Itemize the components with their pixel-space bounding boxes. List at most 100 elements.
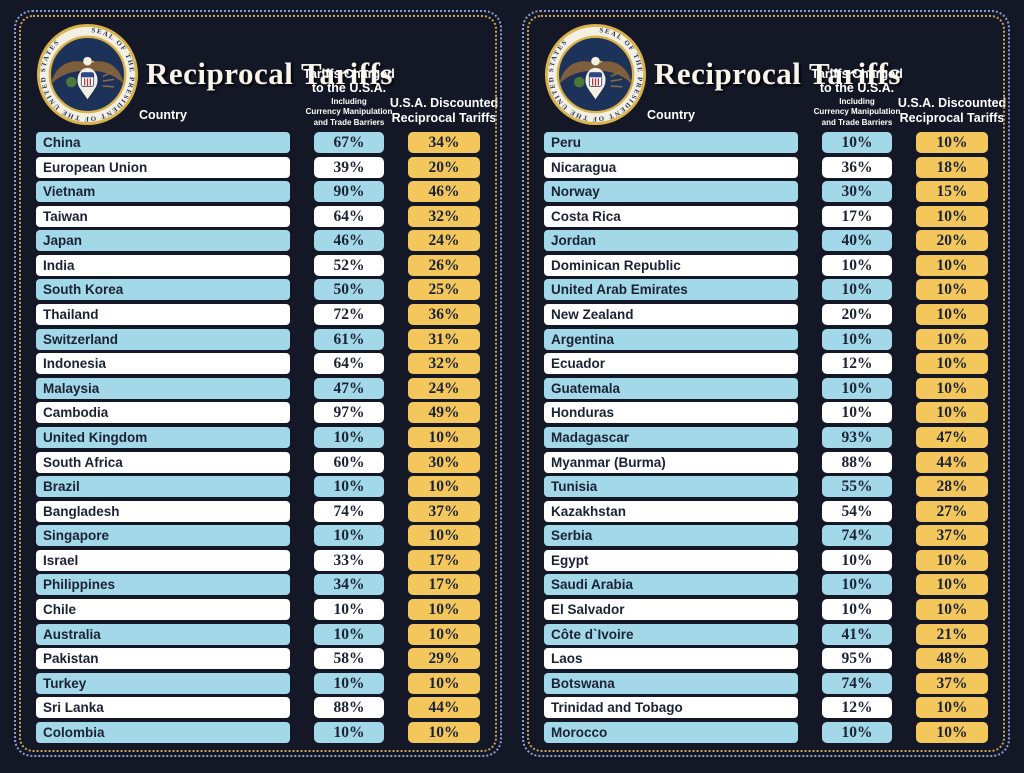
- charged-tariff-cell: 52%: [314, 254, 384, 276]
- charged-tariff-cell: 10%: [822, 377, 892, 399]
- charged-tariff-cell: 36%: [822, 156, 892, 178]
- charged-tariff-cell: 88%: [822, 451, 892, 473]
- country-cell: Indonesia: [36, 353, 290, 375]
- discounted-tariff-cell: 25%: [408, 279, 480, 301]
- charged-header-line2: to the U.S.A.: [311, 81, 387, 96]
- column-header-charged: Tariffs Charged to the U.S.A. Including …: [782, 67, 932, 128]
- country-cell: Israel: [36, 549, 290, 571]
- discounted-tariff-cell: 10%: [916, 254, 988, 276]
- country-cell: India: [36, 254, 290, 276]
- discounted-tariff-cell: 31%: [408, 328, 480, 350]
- charged-tariff-cell: 10%: [822, 402, 892, 424]
- table-row: Indonesia 64% 32%: [36, 353, 480, 375]
- country-table-right: Peru 10% 10% Nicaragua 36% 18% Norway 30…: [544, 132, 988, 743]
- presidential-seal-icon: SEAL OF THE PRESIDENT OF THE UNITED STAT…: [544, 23, 647, 126]
- charged-tariff-cell: 10%: [314, 721, 384, 743]
- discounted-tariff-cell: 30%: [408, 451, 480, 473]
- discounted-tariff-cell: 10%: [916, 205, 988, 227]
- column-header-discounted: U.S.A. Discounted Reciprocal Tariffs: [877, 96, 1024, 127]
- charged-tariff-cell: 90%: [314, 181, 384, 203]
- table-row: Bangladesh 74% 37%: [36, 500, 480, 522]
- discounted-tariff-cell: 49%: [408, 402, 480, 424]
- country-cell: China: [36, 132, 290, 153]
- discounted-tariff-cell: 15%: [916, 181, 988, 203]
- discounted-tariff-cell: 29%: [408, 648, 480, 670]
- charged-tariff-cell: 67%: [314, 132, 384, 153]
- charged-tariff-cell: 54%: [822, 500, 892, 522]
- discounted-tariff-cell: 10%: [916, 721, 988, 743]
- discounted-tariff-cell: 21%: [916, 623, 988, 645]
- table-row: Chile 10% 10%: [36, 598, 480, 620]
- charged-tariff-cell: 46%: [314, 230, 384, 252]
- column-header-country: Country: [139, 107, 187, 122]
- charged-tariff-cell: 10%: [822, 721, 892, 743]
- presidential-seal-icon: SEAL OF THE PRESIDENT OF THE UNITED STAT…: [36, 23, 139, 126]
- charged-header-sub1: Including: [331, 96, 367, 106]
- table-row: Ecuador 12% 10%: [544, 353, 988, 375]
- discounted-tariff-cell: 10%: [916, 279, 988, 301]
- discounted-header-line1: U.S.A. Discounted: [389, 95, 499, 110]
- table-row: Vietnam 90% 46%: [36, 181, 480, 203]
- table-row: Kazakhstan 54% 27%: [544, 500, 988, 522]
- charged-header-line1: Tariffs Charged: [811, 67, 903, 82]
- country-cell: United Arab Emirates: [544, 279, 798, 301]
- panel-title: Reciprocal Tariffs: [654, 56, 901, 91]
- charged-tariff-cell: 30%: [822, 181, 892, 203]
- discounted-tariff-cell: 48%: [916, 648, 988, 670]
- country-cell: Cambodia: [36, 402, 290, 424]
- charged-tariff-cell: 10%: [822, 132, 892, 153]
- charged-tariff-cell: 10%: [314, 623, 384, 645]
- country-cell: Australia: [36, 623, 290, 645]
- country-cell: Thailand: [36, 304, 290, 326]
- discounted-tariff-cell: 10%: [408, 476, 480, 498]
- country-cell: European Union: [36, 156, 290, 178]
- charged-header-line1: Tariffs Charged: [303, 67, 395, 82]
- eagle-emblem: [51, 56, 124, 100]
- discounted-tariff-cell: 37%: [916, 672, 988, 694]
- table-row: Pakistan 58% 29%: [36, 648, 480, 670]
- country-cell: Vietnam: [36, 181, 290, 203]
- country-cell: Switzerland: [36, 328, 290, 350]
- discounted-tariff-cell: 10%: [916, 304, 988, 326]
- charged-header-sub2: Currency Manipulation: [305, 107, 393, 117]
- discounted-header-line2: Reciprocal Tariffs: [899, 111, 1005, 126]
- charged-tariff-cell: 40%: [822, 230, 892, 252]
- charged-tariff-cell: 10%: [314, 476, 384, 498]
- country-cell: New Zealand: [544, 304, 798, 326]
- table-row: Madagascar 93% 47%: [544, 426, 988, 448]
- table-row: Australia 10% 10%: [36, 623, 480, 645]
- discounted-tariff-cell: 10%: [916, 132, 988, 153]
- discounted-tariff-cell: 10%: [916, 328, 988, 350]
- discounted-tariff-cell: 37%: [408, 500, 480, 522]
- discounted-tariff-cell: 44%: [408, 697, 480, 719]
- charged-tariff-cell: 12%: [822, 697, 892, 719]
- country-cell: Pakistan: [36, 648, 290, 670]
- table-row: Philippines 34% 17%: [36, 574, 480, 596]
- country-table-left: China 67% 34% European Union 39% 20% Vie…: [36, 132, 480, 743]
- discounted-tariff-cell: 24%: [408, 377, 480, 399]
- table-row: Côte d`Ivoire 41% 21%: [544, 623, 988, 645]
- discounted-tariff-cell: 17%: [408, 574, 480, 596]
- country-cell: Argentina: [544, 328, 798, 350]
- country-cell: Trinidad and Tobago: [544, 697, 798, 719]
- discounted-tariff-cell: 10%: [916, 598, 988, 620]
- country-cell: Saudi Arabia: [544, 574, 798, 596]
- charged-tariff-cell: 10%: [314, 672, 384, 694]
- country-cell: Norway: [544, 181, 798, 203]
- charged-tariff-cell: 74%: [822, 525, 892, 547]
- table-row: China 67% 34%: [36, 132, 480, 153]
- discounted-tariff-cell: 34%: [408, 132, 480, 153]
- discounted-tariff-cell: 24%: [408, 230, 480, 252]
- table-row: Jordan 40% 20%: [544, 230, 988, 252]
- country-cell: El Salvador: [544, 598, 798, 620]
- charged-tariff-cell: 72%: [314, 304, 384, 326]
- table-row: Trinidad and Tobago 12% 10%: [544, 697, 988, 719]
- country-cell: Botswana: [544, 672, 798, 694]
- table-row: Guatemala 10% 10%: [544, 377, 988, 399]
- country-cell: Guatemala: [544, 377, 798, 399]
- discounted-tariff-cell: 10%: [408, 525, 480, 547]
- table-row: Taiwan 64% 32%: [36, 205, 480, 227]
- discounted-tariff-cell: 10%: [408, 672, 480, 694]
- charged-tariff-cell: 64%: [314, 205, 384, 227]
- discounted-tariff-cell: 27%: [916, 500, 988, 522]
